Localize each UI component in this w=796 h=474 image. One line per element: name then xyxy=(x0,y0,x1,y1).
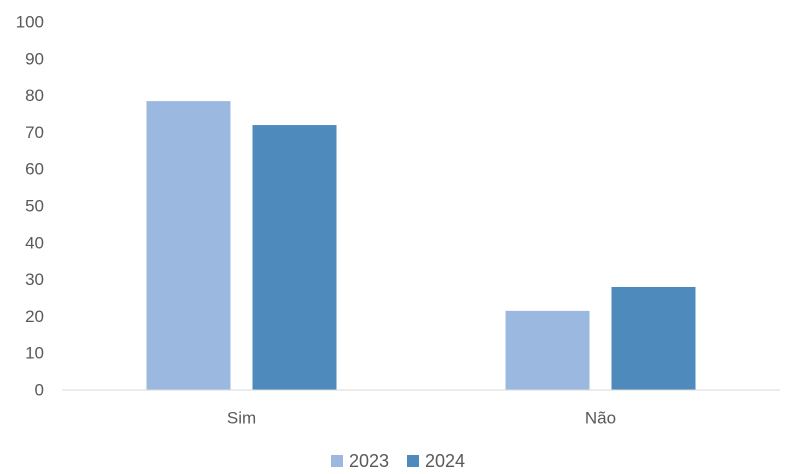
y-tick-label: 30 xyxy=(25,270,44,289)
bar-2024-Sim xyxy=(252,125,337,390)
legend-label-2023: 2023 xyxy=(349,451,389,471)
legend-swatch-2024 xyxy=(407,455,419,467)
y-tick-label: 100 xyxy=(16,13,44,32)
bar-2023-Não xyxy=(505,310,590,390)
y-tick-label: 20 xyxy=(25,307,44,326)
y-tick-label: 90 xyxy=(25,49,44,68)
y-tick-label: 70 xyxy=(25,123,44,142)
y-tick-label: 0 xyxy=(35,381,44,400)
bars-group xyxy=(146,101,696,391)
legend-swatch-2023 xyxy=(331,455,343,467)
legend-label-2024: 2024 xyxy=(425,451,465,471)
legend: 2023 2024 xyxy=(331,451,465,471)
x-axis-ticks: Sim Não xyxy=(227,409,616,428)
y-tick-label: 50 xyxy=(25,197,44,216)
y-tick-label: 40 xyxy=(25,233,44,252)
x-tick-label: Sim xyxy=(227,409,256,428)
bar-2024-Não xyxy=(611,286,696,390)
bar-2023-Sim xyxy=(146,101,231,391)
x-tick-label: Não xyxy=(585,409,616,428)
y-tick-label: 10 xyxy=(25,344,44,363)
y-axis-ticks: 0 10 20 30 40 50 60 70 80 90 100 xyxy=(16,13,44,400)
y-tick-label: 60 xyxy=(25,160,44,179)
y-tick-label: 80 xyxy=(25,86,44,105)
